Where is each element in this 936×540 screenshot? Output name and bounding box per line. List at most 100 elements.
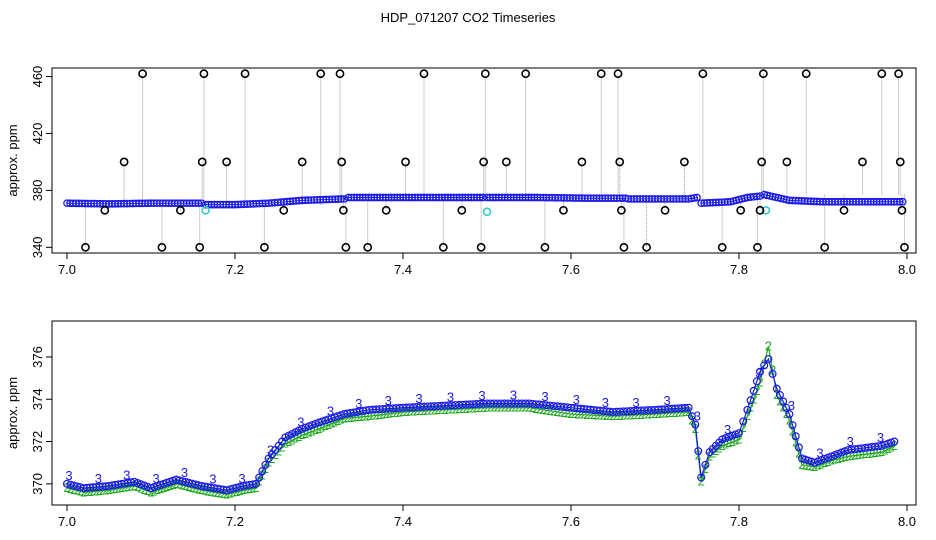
series-3-marker: 3 — [602, 395, 609, 410]
x-tick-label: 8.0 — [898, 514, 916, 529]
y-axis-title: approx. ppm — [5, 377, 20, 449]
series-2-marker: 2 — [379, 406, 386, 421]
series-3-point — [752, 377, 761, 386]
series-2-marker: 2 — [865, 446, 872, 461]
series-2-marker: 2 — [838, 450, 845, 465]
series-3-point — [687, 412, 696, 421]
series-2-marker: 2 — [808, 458, 815, 473]
series-2-marker: 2 — [366, 408, 373, 423]
outlier-point — [894, 69, 903, 79]
baseline-point — [379, 193, 387, 202]
outlier-point — [338, 205, 348, 215]
baseline-point — [752, 192, 761, 201]
series-2-marker: 2 — [373, 407, 380, 422]
series-3-point — [791, 432, 800, 441]
series-2-line — [66, 346, 895, 496]
series-3-point — [743, 405, 752, 414]
series-2-marker: 2 — [553, 404, 560, 419]
series-2-marker: 2 — [855, 447, 862, 462]
baseline-point — [376, 193, 384, 202]
series-3-point — [252, 479, 261, 488]
baseline-point — [364, 193, 373, 202]
baseline-point — [373, 193, 381, 202]
series-3-marker: 3 — [755, 365, 762, 380]
series-2-marker: 2 — [841, 449, 848, 464]
outlier-point — [577, 157, 587, 167]
series-2-marker: 2 — [584, 407, 591, 422]
series-3-marker: 3 — [478, 388, 485, 403]
series-2-marker: 2 — [574, 406, 581, 421]
series-3-marker: 3 — [297, 415, 304, 430]
series-3-point — [764, 355, 773, 364]
series-2-marker: 2 — [359, 409, 366, 424]
outlier-point — [175, 205, 185, 215]
series-2-marker: 2 — [845, 448, 852, 463]
series-2-marker: 2 — [363, 408, 370, 423]
series-2-marker: 2 — [353, 409, 360, 424]
outlier-point — [642, 242, 651, 252]
y-tick-label: 380 — [30, 180, 45, 202]
series-3-marker: 3 — [788, 398, 795, 413]
outlier-point — [758, 69, 768, 79]
outlier-point — [438, 242, 448, 252]
x-tick-label: 7.8 — [730, 262, 748, 277]
outlier-point — [316, 69, 326, 79]
series-2-marker: 2 — [325, 417, 332, 432]
outlier-point — [782, 157, 792, 167]
series-2-marker: 2 — [786, 412, 793, 427]
series-2-marker: 2 — [789, 424, 796, 439]
baseline-point — [340, 195, 349, 203]
series-2-marker: 2 — [369, 408, 376, 423]
baseline-point — [756, 192, 764, 200]
series-2-marker: 2 — [884, 441, 891, 456]
series-2-marker: 2 — [851, 448, 858, 463]
series-2-marker: 2 — [285, 434, 292, 449]
series-2-marker: 2 — [587, 407, 594, 422]
outlier-point — [753, 242, 762, 252]
series-2-marker: 2 — [719, 438, 726, 453]
series-3-marker: 3 — [573, 392, 580, 407]
series-2-marker: 2 — [765, 338, 772, 353]
series-3-point — [755, 367, 764, 376]
series-3-point — [681, 403, 690, 412]
outlier-point — [480, 69, 490, 79]
series-3-point — [890, 437, 899, 446]
outlier-point — [199, 69, 209, 79]
y-tick-label: 460 — [30, 66, 45, 88]
x-tick-label: 7.4 — [394, 262, 412, 277]
baseline-point — [393, 193, 402, 202]
outlier-point — [138, 69, 147, 79]
baseline-point — [476, 193, 484, 202]
series-2-marker: 2 — [798, 457, 805, 472]
series-2-marker: 2 — [536, 401, 543, 416]
series-3-point — [760, 361, 769, 370]
series-2-marker: 2 — [888, 439, 895, 454]
series-2-marker: 2 — [350, 409, 357, 424]
series-3-marker: 3 — [153, 471, 160, 486]
outlier-point — [895, 157, 905, 167]
series-2-marker: 2 — [315, 421, 322, 436]
series-3-point — [739, 417, 748, 426]
series-2-marker: 2 — [302, 426, 309, 441]
series-2-marker: 2 — [878, 444, 885, 459]
outlier-point — [240, 69, 250, 79]
series-2-marker: 2 — [596, 408, 603, 423]
series-2-marker: 2 — [564, 406, 571, 421]
series-3-point — [684, 403, 693, 412]
baseline-point — [353, 193, 361, 202]
outlier-point — [363, 242, 373, 252]
outlier-point — [419, 69, 429, 79]
x-tick-label: 7.4 — [394, 514, 412, 529]
series-2-marker: 2 — [881, 443, 888, 458]
series-2-marker: 2 — [571, 406, 578, 421]
series-3-marker: 3 — [694, 409, 701, 424]
series-3-marker: 3 — [355, 396, 362, 411]
baseline-point — [693, 193, 701, 202]
series-3-marker: 3 — [877, 430, 884, 445]
baseline-line-3 — [487, 197, 626, 199]
outlier-point — [279, 205, 289, 215]
series-2-marker: 2 — [334, 413, 341, 428]
series-2-marker: 2 — [389, 405, 396, 420]
series-3-point — [788, 421, 797, 430]
